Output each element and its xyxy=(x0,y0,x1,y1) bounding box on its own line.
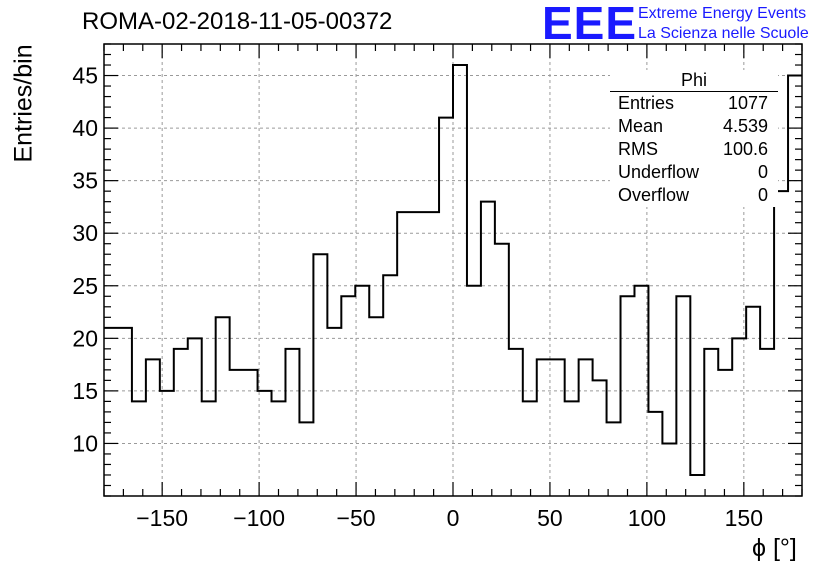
histogram-bin xyxy=(313,254,327,496)
histogram-bin xyxy=(216,317,230,496)
stats-value: 0 xyxy=(757,162,768,182)
histogram-bin xyxy=(202,401,216,496)
histogram-bin xyxy=(132,401,146,496)
histogram-bin xyxy=(662,443,676,496)
stats-value: 0 xyxy=(757,185,768,205)
histogram-bin xyxy=(774,191,788,496)
y-tick-label: 15 xyxy=(72,378,98,404)
histogram-bin xyxy=(537,359,551,496)
y-tick-label: 35 xyxy=(72,168,98,194)
histogram-bin xyxy=(607,422,621,496)
stats-title: Phi xyxy=(610,70,778,92)
stats-value: 100.6 xyxy=(722,139,768,159)
logo-caption-line1: Extreme Energy Events xyxy=(638,5,807,22)
stats-box: Phi Entries 1077 Mean 4.539 RMS 100.6 Un… xyxy=(610,70,778,207)
stats-label: Mean xyxy=(618,116,664,136)
histogram-bin xyxy=(621,296,635,496)
x-tick-label: −100 xyxy=(233,505,285,531)
histogram-bin xyxy=(341,296,355,496)
stats-label: Entries xyxy=(618,93,675,113)
x-tick-label: 150 xyxy=(725,505,763,531)
histogram-series xyxy=(104,64,802,496)
histogram-bin xyxy=(299,422,313,496)
y-tick-label: 10 xyxy=(72,430,98,456)
histogram-bin xyxy=(509,349,523,496)
eee-logo: EEE xyxy=(542,0,638,49)
axis-ticks: −150 −100 −50 0 50 100 150 10 15 20 25 30 35 40 45 xyxy=(72,43,803,531)
histogram-bin xyxy=(676,296,690,496)
histogram-bin xyxy=(439,118,453,496)
stats-label: Underflow xyxy=(618,162,700,182)
histogram-bin xyxy=(285,349,299,496)
histogram-bin xyxy=(565,401,579,496)
y-tick-label: 40 xyxy=(72,115,98,141)
histogram-step-line xyxy=(104,64,802,476)
histogram-bin xyxy=(146,359,160,496)
histogram-bin xyxy=(188,338,202,496)
histogram-bin xyxy=(244,370,258,496)
stats-row-mean: Mean 4.539 xyxy=(610,115,778,138)
histogram-bin xyxy=(327,328,341,496)
stats-row-rms: RMS 100.6 xyxy=(610,138,778,161)
histogram-bin xyxy=(230,370,244,496)
x-tick-label: −150 xyxy=(136,505,188,531)
histogram-bin xyxy=(174,349,188,496)
histogram-bin xyxy=(746,307,760,496)
histogram-bin xyxy=(690,475,704,496)
histogram-bin xyxy=(551,359,565,496)
stats-value: 4.539 xyxy=(722,116,768,136)
y-tick-label: 20 xyxy=(72,325,98,351)
histogram-bin xyxy=(411,212,425,496)
histogram-bin xyxy=(453,65,467,496)
histogram-bin xyxy=(118,328,132,496)
histogram-bin xyxy=(593,380,607,496)
histogram-bin xyxy=(369,317,383,496)
stats-row-entries: Entries 1077 xyxy=(610,92,778,115)
logo-caption-line2: La Scienza nelle Scuole xyxy=(638,25,809,42)
histogram-bin xyxy=(579,359,593,496)
histogram-bin xyxy=(704,349,718,496)
y-axis-label: Entries/bin xyxy=(9,44,38,163)
histogram-bin xyxy=(718,370,732,496)
histogram-bin xyxy=(383,275,397,496)
histogram-bin xyxy=(648,412,662,496)
histogram-bin xyxy=(495,244,509,496)
x-tick-label: 0 xyxy=(447,505,460,531)
histogram-bin xyxy=(258,391,272,496)
x-tick-label: 100 xyxy=(628,505,666,531)
stats-label: RMS xyxy=(618,139,658,159)
histogram-bin xyxy=(523,401,537,496)
histogram-bin xyxy=(272,401,286,496)
y-tick-label: 45 xyxy=(72,63,98,89)
y-tick-label: 25 xyxy=(72,273,98,299)
histogram-bin xyxy=(397,212,411,496)
stats-row-underflow: Underflow 0 xyxy=(610,161,778,184)
histogram-bin xyxy=(481,202,495,496)
stats-value: 1077 xyxy=(727,93,768,113)
stats-row-overflow: Overflow 0 xyxy=(610,184,778,207)
histogram-bin xyxy=(425,212,439,496)
y-tick-label: 30 xyxy=(72,220,98,246)
stats-label: Overflow xyxy=(618,185,690,205)
x-axis-label: ϕ [°] xyxy=(752,534,797,562)
x-tick-label: −50 xyxy=(337,505,376,531)
histogram-bin xyxy=(760,349,774,496)
x-tick-label: 50 xyxy=(537,505,563,531)
plot-title: ROMA-02-2018-11-05-00372 xyxy=(82,8,393,35)
